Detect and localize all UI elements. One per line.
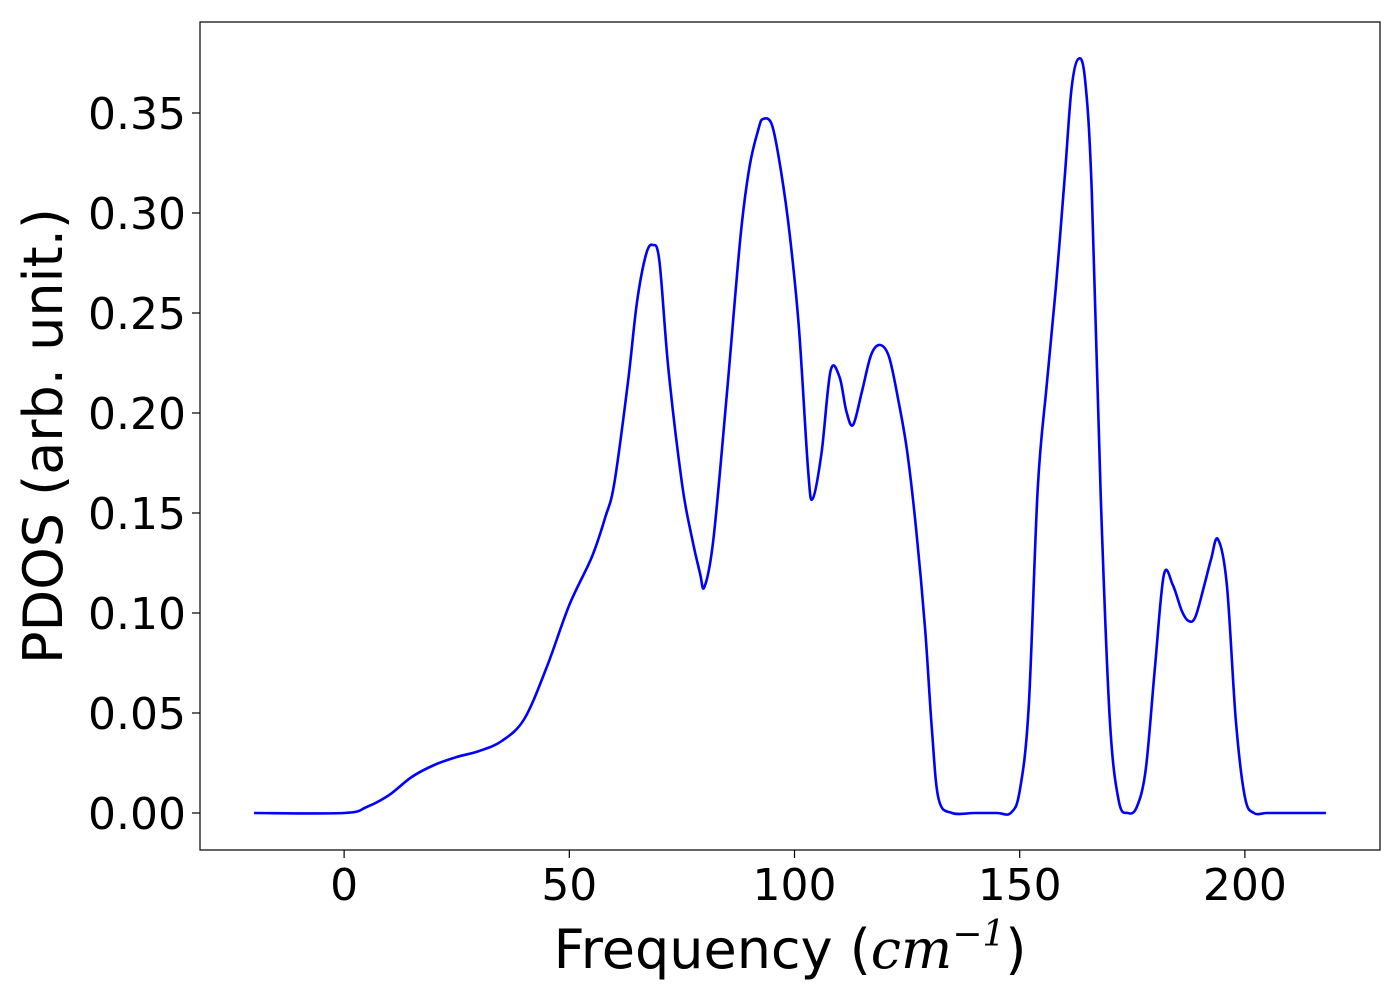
y-tick-label: 0.30 <box>88 189 186 240</box>
x-tick-label: 0 <box>330 860 358 911</box>
x-tick-label: 200 <box>1203 860 1287 911</box>
y-tick-label: 0.00 <box>88 789 186 840</box>
plot-frame <box>199 21 1381 851</box>
y-axis-label: PDOS (arb. unit.) <box>12 208 75 664</box>
series-line-0 <box>254 57 1326 816</box>
y-tick-label: 0.05 <box>88 689 186 740</box>
x-tick-label: 150 <box>978 860 1062 911</box>
y-tick-label: 0.25 <box>88 289 186 340</box>
x-axis-label: Frequency (cm−1) <box>554 914 1027 981</box>
series-group <box>254 57 1326 816</box>
axis-ticks: 0 50 100 150 200 0.00 0.05 0.10 0.15 0.20 0.25 0.30… <box>88 89 1287 911</box>
y-tick-label: 0.15 <box>88 489 186 540</box>
y-tick-label: 0.10 <box>88 589 186 640</box>
y-tick-label: 0.35 <box>88 89 186 140</box>
plot-background <box>200 22 1380 850</box>
x-tick-label: 50 <box>541 860 597 911</box>
x-tick-label: 100 <box>753 860 837 911</box>
y-tick-label: 0.20 <box>88 389 186 440</box>
